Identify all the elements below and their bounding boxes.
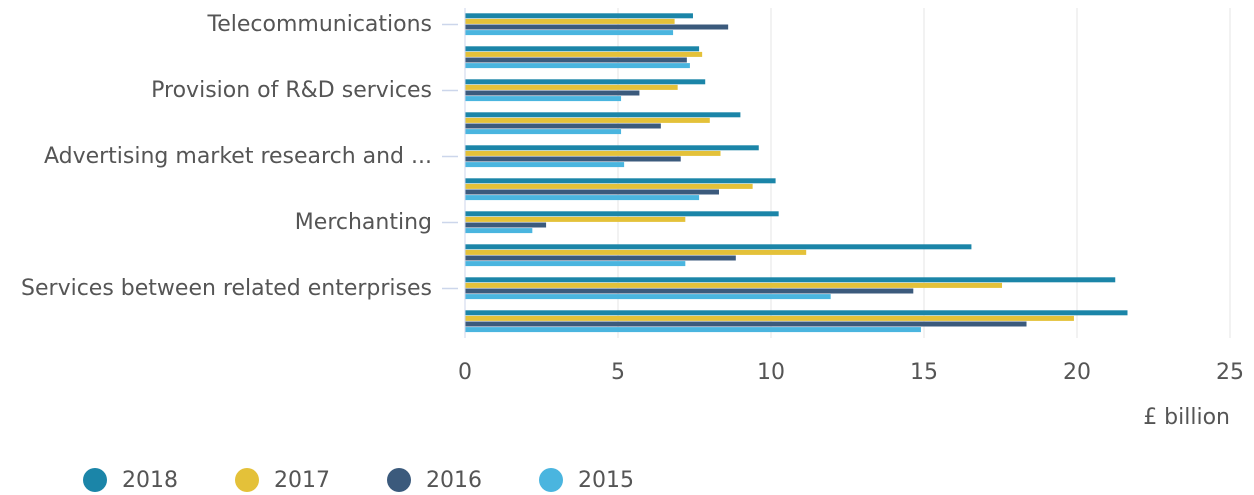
bar [465, 129, 622, 135]
bar [465, 46, 700, 52]
bar [465, 294, 831, 300]
legend-marker [539, 468, 563, 492]
bar [465, 195, 700, 201]
bar [465, 178, 776, 184]
y-tick-label: Provision of R&D services [151, 77, 432, 103]
bar [465, 63, 690, 69]
bar [465, 117, 710, 123]
bar [465, 216, 686, 222]
bar [465, 123, 661, 129]
bar [465, 222, 547, 228]
bar [465, 84, 678, 90]
legend-marker [235, 468, 259, 492]
bar [465, 145, 759, 151]
bar [465, 90, 640, 96]
legend-label: 2015 [578, 468, 634, 493]
bar [465, 51, 703, 57]
legend-label: 2017 [274, 468, 330, 493]
legend-marker [387, 468, 411, 492]
bar [465, 30, 674, 36]
legend-marker [83, 468, 107, 492]
bar [465, 327, 921, 333]
y-tick-label: Advertising market research and ... [43, 143, 432, 169]
bar [465, 57, 687, 63]
bar [465, 183, 753, 189]
bar [465, 162, 625, 168]
bar [465, 189, 719, 195]
bar [465, 18, 675, 24]
bar [465, 315, 1074, 321]
bar [465, 282, 1003, 288]
x-tick-label: 10 [757, 360, 785, 385]
x-tick-label: 20 [1063, 360, 1091, 385]
bar [465, 310, 1128, 316]
bar [465, 211, 779, 217]
x-tick-label: 5 [611, 360, 625, 385]
y-tick-label: Merchanting [294, 209, 432, 235]
bar [465, 261, 686, 267]
x-tick-label: 25 [1216, 360, 1244, 385]
y-tick-label: Services between related enterprises [21, 275, 432, 301]
x-tick-label: 15 [910, 360, 938, 385]
bar [465, 156, 681, 162]
bar [465, 150, 721, 156]
x-tick-label: 0 [458, 360, 472, 385]
legend-label: 2016 [426, 468, 482, 493]
bar [465, 79, 706, 85]
y-tick-label: Telecommunications [207, 11, 432, 37]
bar [465, 112, 741, 118]
bar [465, 228, 533, 234]
bar [465, 13, 693, 19]
legend-label: 2018 [122, 468, 178, 493]
bar [465, 277, 1116, 283]
x-axis-label: £ billion [1143, 405, 1230, 430]
bar [465, 249, 807, 255]
bar [465, 255, 736, 261]
bar [465, 96, 622, 102]
bar [465, 24, 729, 30]
bar [465, 244, 972, 250]
bar [465, 321, 1027, 327]
bar [465, 288, 914, 294]
